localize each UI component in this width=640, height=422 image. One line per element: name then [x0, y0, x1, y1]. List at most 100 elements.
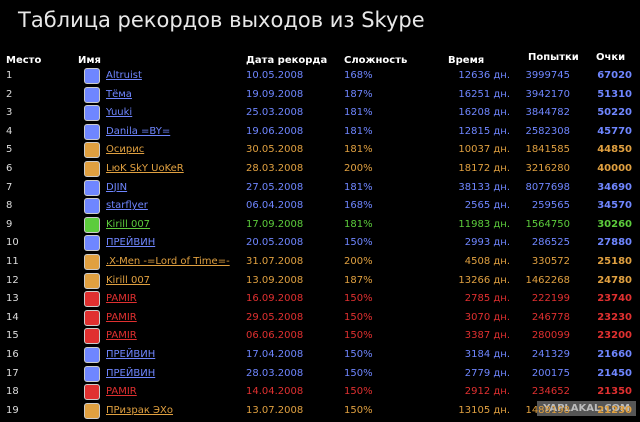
- cell-points: 21450: [597, 367, 632, 379]
- cell-date: 16.09.2008: [246, 293, 304, 305]
- user-icon: [84, 179, 100, 196]
- cell-time: 10037 дн.: [458, 144, 510, 156]
- cell-date: 20.05.2008: [246, 237, 304, 249]
- cell-attempts: 3942170: [525, 88, 570, 100]
- cell-date: 10.05.2008: [246, 70, 304, 81]
- user-link[interactable]: ПРЕЙВИН: [106, 367, 156, 379]
- cell-place: 10: [6, 237, 19, 249]
- cell-points: 40000: [597, 163, 632, 174]
- user-icon: [84, 328, 100, 345]
- cell-complexity: 181%: [344, 218, 373, 230]
- cell-attempts: 222199: [531, 293, 570, 305]
- cell-time: 18172 дн.: [458, 163, 510, 174]
- user-icon: [84, 347, 100, 363]
- cell-time: 3070 дн.: [464, 311, 510, 323]
- user-link[interactable]: ПРЕЙВИН: [106, 349, 156, 360]
- cell-attempts: 1488198: [525, 404, 570, 416]
- user-link[interactable]: LюK SkY UoKeR: [106, 163, 184, 174]
- cell-date: 30.05.2008: [246, 144, 304, 156]
- cell-attempts: 3844782: [525, 107, 570, 119]
- cell-place: 18: [6, 386, 19, 398]
- cell-points: 21660: [597, 349, 632, 360]
- cell-place: 8: [6, 200, 13, 212]
- user-link[interactable]: ПРЕЙВИН: [106, 237, 156, 249]
- cell-attempts: 1564750: [525, 218, 570, 230]
- user-link[interactable]: Осирис: [106, 144, 145, 156]
- user-link[interactable]: ПРизрак ЭХо: [106, 404, 174, 416]
- cell-time: 2785 дн.: [464, 293, 510, 305]
- cell-date: 06.06.2008: [246, 330, 304, 342]
- cell-complexity: 181%: [344, 107, 373, 119]
- cell-date: 25.03.2008: [246, 107, 304, 119]
- cell-time: 13266 дн.: [458, 274, 510, 286]
- cell-place: 15: [6, 330, 19, 342]
- user-icon: [84, 235, 100, 252]
- cell-time: 13105 дн.: [458, 404, 510, 416]
- cell-place: 17: [6, 367, 19, 379]
- cell-complexity: 200%: [344, 256, 373, 267]
- user-link[interactable]: Kirill 007: [106, 274, 151, 286]
- user-link[interactable]: PAMIR: [106, 293, 137, 305]
- title: Таблица рекордов выходов из Skype: [18, 8, 425, 32]
- cell-time: 3184 дн.: [464, 349, 510, 360]
- cell-attempts: 8077698: [525, 181, 570, 193]
- user-icon: [84, 384, 100, 401]
- cell-attempts: 286525: [531, 237, 570, 249]
- cell-place: 13: [6, 293, 19, 305]
- user-link[interactable]: PAMIR: [106, 386, 137, 398]
- cell-attempts: 3999745: [525, 70, 570, 81]
- cell-time: 4508 дн.: [464, 256, 510, 267]
- user-link[interactable]: Kirill 007: [106, 218, 151, 230]
- cell-attempts: 280099: [531, 330, 570, 342]
- column-header: Попытки: [528, 52, 579, 63]
- cell-time: 2779 дн.: [464, 367, 510, 379]
- cell-complexity: 150%: [344, 293, 373, 305]
- cell-complexity: 150%: [344, 349, 373, 360]
- cell-place: 14: [6, 311, 19, 323]
- cell-complexity: 181%: [344, 144, 373, 156]
- user-link[interactable]: starflyer: [106, 200, 148, 212]
- cell-time: 2912 дн.: [464, 386, 510, 398]
- user-link[interactable]: DJIN: [106, 181, 128, 193]
- cell-complexity: 168%: [344, 200, 373, 212]
- user-link[interactable]: PAMIR: [106, 330, 137, 342]
- user-icon: [84, 123, 100, 140]
- user-icon: [84, 86, 100, 103]
- cell-place: 12: [6, 274, 19, 286]
- user-link[interactable]: Altruist: [106, 70, 142, 81]
- cell-points: 21350: [597, 386, 632, 398]
- cell-date: 28.03.2008: [246, 163, 304, 174]
- cell-points: 27880: [597, 237, 632, 249]
- column-header: Время: [448, 55, 485, 66]
- user-link[interactable]: .X-Men -=Lord of Time=-: [106, 256, 230, 267]
- cell-complexity: 150%: [344, 386, 373, 398]
- cell-points: 51310: [597, 88, 632, 100]
- user-icon: [84, 105, 100, 122]
- column-header: Очки: [596, 52, 626, 63]
- user-link[interactable]: Yuuki: [106, 107, 133, 119]
- user-icon: [84, 402, 100, 419]
- cell-points: 23230: [597, 311, 632, 323]
- user-icon: [84, 309, 100, 326]
- cell-complexity: 150%: [344, 237, 373, 249]
- user-icon: [84, 142, 100, 159]
- cell-date: 27.05.2008: [246, 181, 304, 193]
- user-link[interactable]: Danila =BY=: [106, 125, 171, 137]
- cell-time: 16208 дн.: [458, 107, 510, 119]
- user-icon: [84, 272, 100, 289]
- cell-attempts: 3216280: [525, 163, 570, 174]
- cell-points: 24780: [597, 274, 632, 286]
- cell-time: 16251 дн.: [458, 88, 510, 100]
- user-link[interactable]: Тёма: [106, 88, 132, 100]
- user-link[interactable]: PAMIR: [106, 311, 137, 323]
- cell-date: 17.04.2008: [246, 349, 304, 360]
- cell-time: 3387 дн.: [464, 330, 510, 342]
- cell-points: 50220: [597, 107, 632, 119]
- cell-complexity: 168%: [344, 70, 373, 81]
- cell-complexity: 150%: [344, 330, 373, 342]
- cell-place: 11: [6, 256, 19, 267]
- user-icon: [84, 161, 100, 177]
- user-icon: [84, 198, 100, 215]
- cell-attempts: 1841585: [525, 144, 570, 156]
